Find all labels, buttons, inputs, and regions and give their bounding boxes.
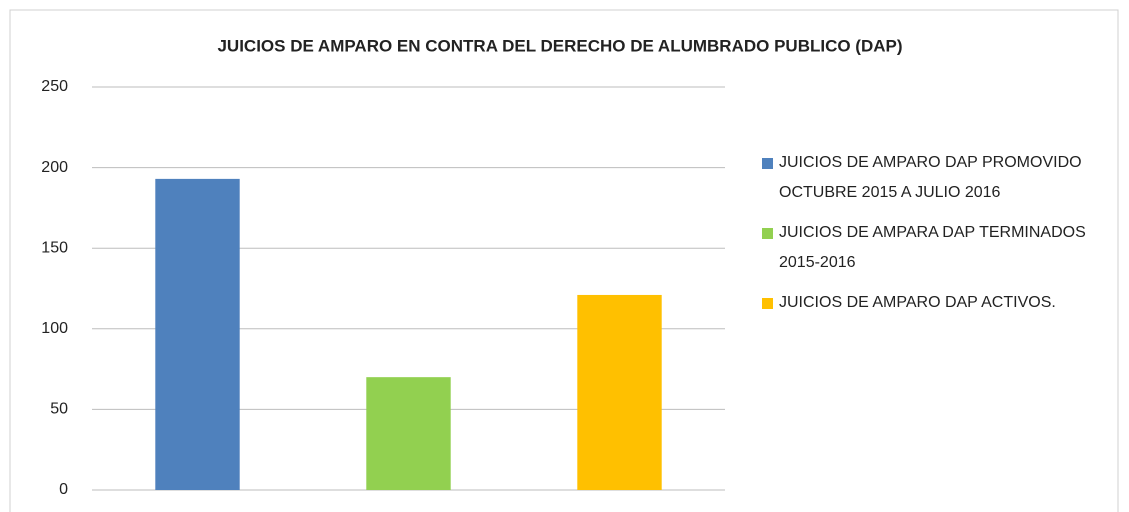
y-tick-label: 0 <box>59 481 68 498</box>
legend-swatch <box>762 298 773 309</box>
legend-item: JUICIOS DE AMPARA DAP TERMINADOS 2015-20… <box>762 218 1112 278</box>
y-tick-label: 200 <box>41 159 68 176</box>
legend-swatch <box>762 158 773 169</box>
y-tick-label: 100 <box>41 320 68 337</box>
chart-title: JUICIOS DE AMPARO EN CONTRA DEL DERECHO … <box>217 36 902 55</box>
legend: JUICIOS DE AMPARO DAP PROMOVIDO OCTUBRE … <box>762 148 1112 328</box>
bar <box>155 178 240 490</box>
y-tick-label: 250 <box>41 78 68 95</box>
legend-item: JUICIOS DE AMPARO DAP PROMOVIDO OCTUBRE … <box>762 148 1112 208</box>
legend-label: JUICIOS DE AMPARO DAP ACTIVOS. <box>779 294 1056 311</box>
legend-swatch <box>762 228 773 239</box>
legend-item: JUICIOS DE AMPARO DAP ACTIVOS. <box>762 288 1112 318</box>
chart-frame <box>9 9 1119 512</box>
bar <box>577 294 662 490</box>
bar <box>366 377 451 490</box>
y-tick-label: 150 <box>41 239 68 256</box>
legend-label: JUICIOS DE AMPARA DAP TERMINADOS 2015-20… <box>779 224 1086 271</box>
y-tick-label: 50 <box>50 401 68 418</box>
legend-label: JUICIOS DE AMPARO DAP PROMOVIDO OCTUBRE … <box>779 154 1082 201</box>
